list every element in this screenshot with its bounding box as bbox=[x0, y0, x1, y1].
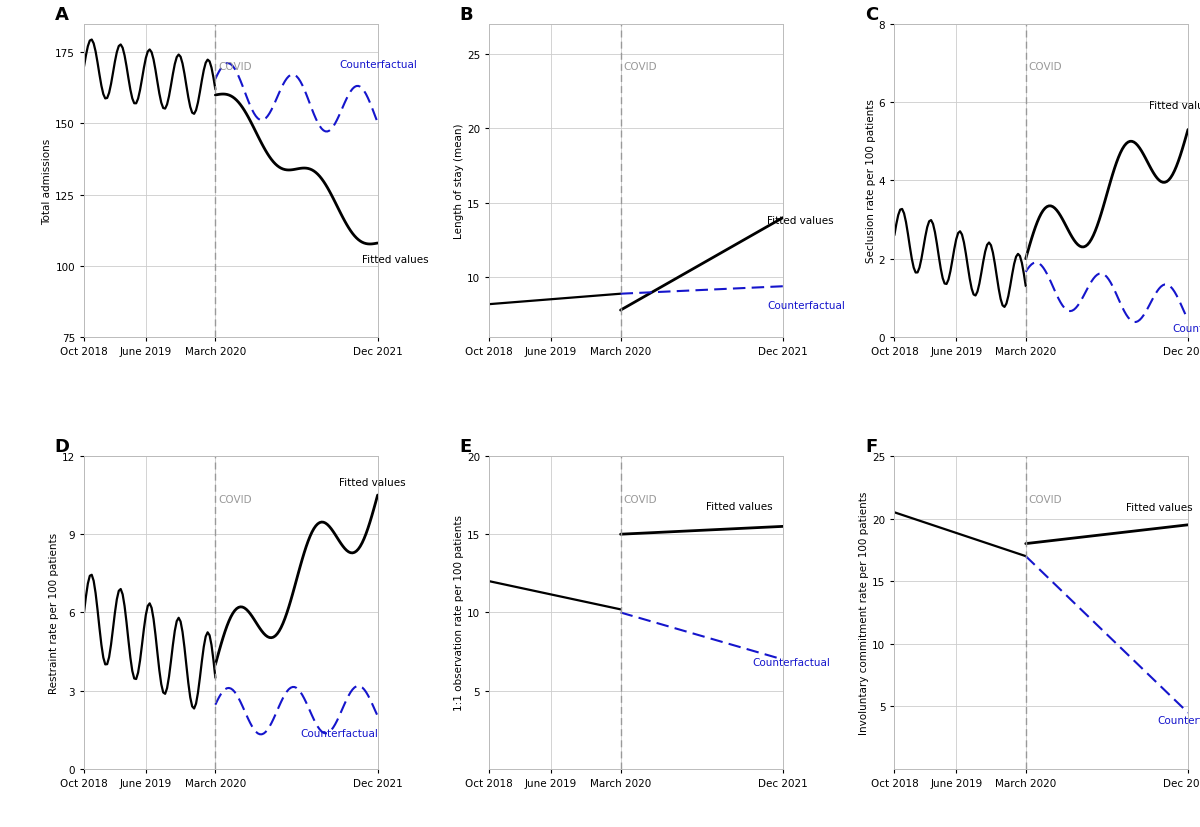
Text: C: C bbox=[865, 6, 878, 24]
Text: Counterfactual: Counterfactual bbox=[752, 657, 829, 667]
Y-axis label: Restraint rate per 100 patients: Restraint rate per 100 patients bbox=[49, 533, 59, 693]
Text: Counterfactual: Counterfactual bbox=[1172, 323, 1200, 333]
Text: Fitted values: Fitted values bbox=[1150, 101, 1200, 111]
Y-axis label: Length of stay (mean): Length of stay (mean) bbox=[454, 123, 464, 239]
Text: COVID: COVID bbox=[218, 62, 252, 72]
Text: Fitted values: Fitted values bbox=[338, 478, 406, 488]
Y-axis label: Total admissions: Total admissions bbox=[42, 138, 53, 224]
Text: E: E bbox=[460, 437, 472, 456]
Y-axis label: Seclusion rate per 100 patients: Seclusion rate per 100 patients bbox=[866, 99, 876, 263]
Text: Counterfactual: Counterfactual bbox=[300, 728, 378, 738]
Text: Counterfactual: Counterfactual bbox=[338, 60, 416, 70]
Y-axis label: 1:1 observation rate per 100 patients: 1:1 observation rate per 100 patients bbox=[454, 515, 464, 710]
Text: COVID: COVID bbox=[1028, 62, 1062, 72]
Text: A: A bbox=[55, 6, 68, 24]
Text: COVID: COVID bbox=[624, 494, 658, 504]
Text: B: B bbox=[460, 6, 474, 24]
Text: Fitted values: Fitted values bbox=[706, 501, 772, 511]
Text: Counterfactual: Counterfactual bbox=[1157, 715, 1200, 725]
Text: Fitted values: Fitted values bbox=[767, 216, 834, 226]
Text: D: D bbox=[55, 437, 70, 456]
Text: F: F bbox=[865, 437, 877, 456]
Text: COVID: COVID bbox=[624, 62, 658, 72]
Text: Fitted values: Fitted values bbox=[1126, 503, 1193, 513]
Text: COVID: COVID bbox=[218, 494, 252, 504]
Text: Fitted values: Fitted values bbox=[362, 255, 428, 265]
Y-axis label: Involuntary commitment rate per 100 patients: Involuntary commitment rate per 100 pati… bbox=[859, 491, 869, 734]
Text: Counterfactual: Counterfactual bbox=[767, 300, 845, 310]
Text: COVID: COVID bbox=[1028, 494, 1062, 504]
